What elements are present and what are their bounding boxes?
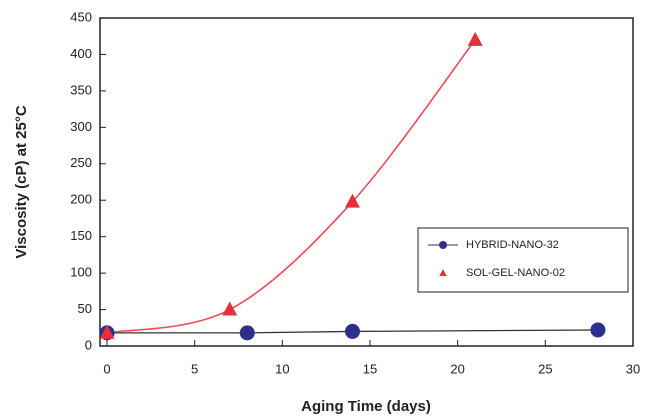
y-tick-label: 450 xyxy=(70,9,92,24)
legend-box xyxy=(417,227,629,293)
x-tick-label: 20 xyxy=(450,361,464,376)
data-point xyxy=(467,31,483,46)
y-tick-label: 150 xyxy=(70,228,92,243)
y-tick-label: 0 xyxy=(85,337,92,352)
y-tick-label: 350 xyxy=(70,82,92,97)
x-tick-label: 30 xyxy=(626,361,640,376)
legend-label: HYBRID-NANO-32 xyxy=(466,239,559,251)
series-line xyxy=(107,329,598,334)
y-tick-label: 50 xyxy=(78,301,92,316)
data-point xyxy=(239,325,255,341)
plot-frame xyxy=(99,17,634,347)
y-tick-label: 100 xyxy=(70,265,92,280)
x-tick-label: 0 xyxy=(103,361,110,376)
data-point xyxy=(99,324,115,339)
legend-label: SOL-GEL-NANO-02 xyxy=(466,267,565,279)
x-tick-label: 10 xyxy=(275,361,289,376)
y-axis-title: Viscosity (cP) at 25°C xyxy=(13,105,30,258)
data-point xyxy=(590,322,606,338)
y-tick-label: 300 xyxy=(70,119,92,134)
y-tick-label: 200 xyxy=(70,192,92,207)
data-point xyxy=(344,193,360,208)
y-tick-label: 400 xyxy=(70,46,92,61)
data-point xyxy=(344,323,360,339)
legend-marker xyxy=(439,269,447,276)
x-tick-label: 15 xyxy=(363,361,377,376)
x-axis-title: Aging Time (days) xyxy=(301,398,431,415)
x-tick-label: 5 xyxy=(191,361,198,376)
legend-marker xyxy=(439,241,447,249)
x-tick-label: 25 xyxy=(538,361,552,376)
data-point xyxy=(222,301,238,316)
y-tick-label: 250 xyxy=(70,155,92,170)
series-line xyxy=(106,39,476,334)
